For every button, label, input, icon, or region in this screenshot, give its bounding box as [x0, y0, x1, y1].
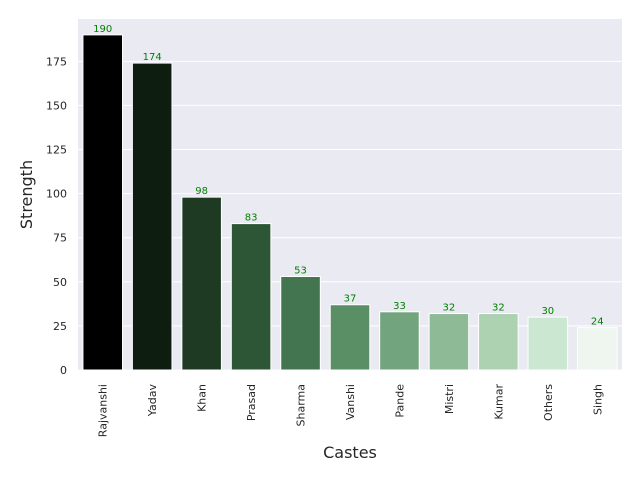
x-axis-ticks: Rajvanshi Yadav Khan Prasad Sharma Vanshi Pand…: [97, 384, 605, 438]
data-label: 53: [294, 266, 307, 277]
x-tick-label: Singh: [591, 384, 604, 415]
bars: [82, 34, 618, 371]
data-label: 32: [443, 303, 456, 314]
bar-mistri: [428, 313, 470, 371]
data-label: 174: [143, 52, 162, 63]
x-tick-label: Sharma: [295, 384, 308, 426]
x-tick-label: Mistri: [443, 384, 456, 414]
y-axis-title: Strength: [17, 160, 36, 229]
x-axis-title: Castes: [323, 443, 377, 462]
x-tick-label: Others: [542, 384, 555, 421]
x-tick-label: Vanshi: [344, 384, 357, 420]
bar-kumar: [478, 313, 519, 371]
bar-singh: [576, 327, 618, 371]
data-labels: 190 174 98 83 53 37 33 32 32 30 24: [93, 24, 603, 328]
data-label: 33: [393, 301, 406, 312]
x-tick-label: Kumar: [492, 384, 505, 420]
bar-khan: [181, 196, 222, 371]
data-label: 190: [93, 24, 112, 35]
y-tick-label: 100: [46, 188, 67, 201]
data-label: 32: [492, 303, 505, 314]
bar-sharma: [280, 276, 321, 371]
y-axis-ticks: 0 25 50 75 100 125 150 175: [46, 55, 67, 377]
data-label: 37: [344, 294, 357, 305]
x-tick-label: Khan: [196, 384, 209, 412]
y-tick-label: 150: [46, 99, 67, 112]
x-tick-label: Pande: [393, 384, 406, 418]
data-label: 30: [541, 306, 554, 317]
data-label: 24: [591, 317, 604, 328]
bar-pande: [379, 311, 420, 371]
bar-yadav: [131, 62, 173, 371]
data-label: 98: [195, 186, 208, 197]
bar-others: [527, 316, 569, 371]
y-tick-label: 75: [53, 232, 67, 245]
x-tick-label: Prasad: [245, 384, 258, 421]
x-tick-label: Yadav: [146, 384, 159, 418]
y-tick-label: 0: [60, 364, 67, 377]
y-tick-label: 175: [46, 55, 67, 68]
x-tick-label: Rajvanshi: [97, 384, 110, 437]
data-label: 83: [245, 213, 258, 224]
bar-rajvanshi: [82, 34, 124, 371]
bar-vanshi: [329, 304, 371, 371]
y-tick-label: 25: [53, 320, 67, 333]
bar-prasad: [230, 223, 272, 371]
y-tick-label: 50: [53, 276, 67, 289]
y-tick-label: 125: [46, 144, 67, 157]
